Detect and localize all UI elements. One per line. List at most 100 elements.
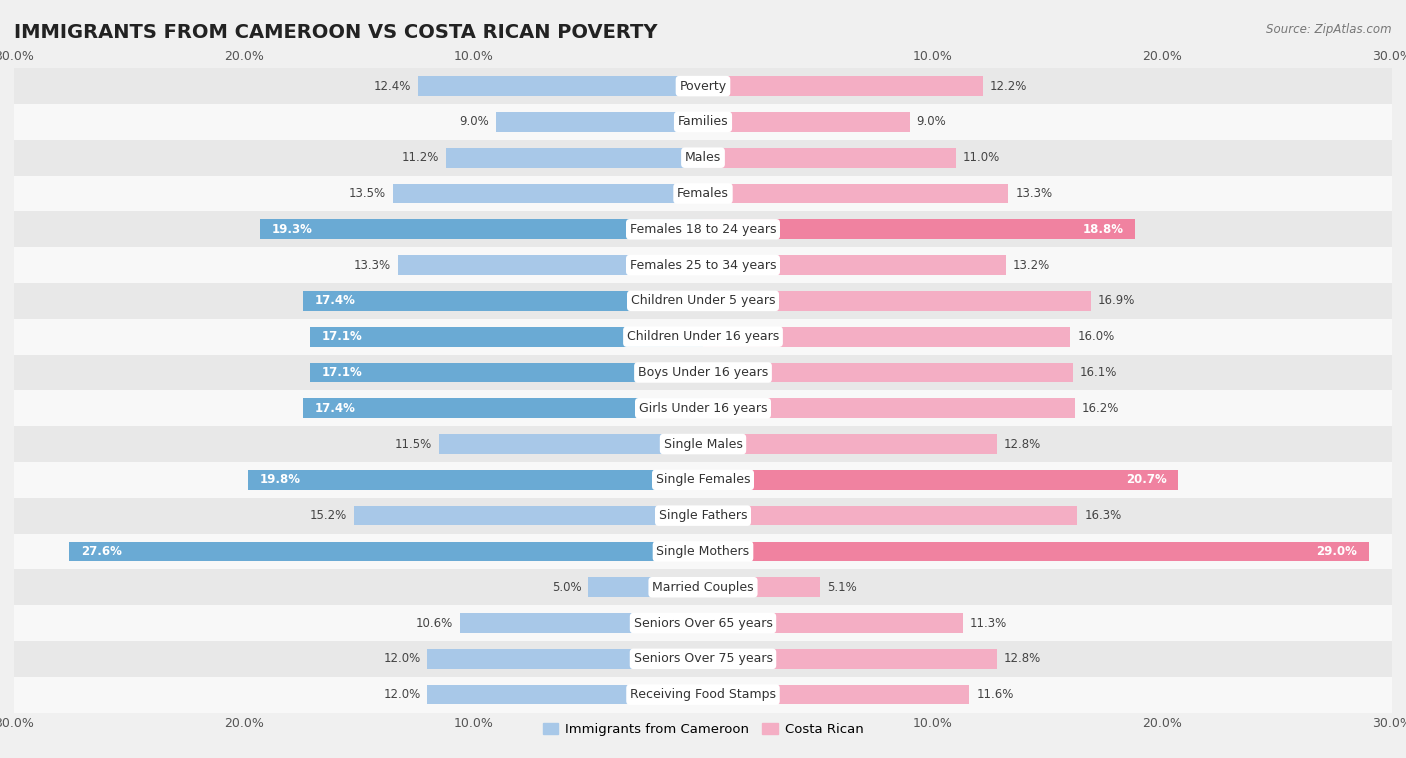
Bar <box>14 319 1392 355</box>
Bar <box>304 399 703 418</box>
Text: 17.1%: 17.1% <box>322 366 363 379</box>
Bar <box>392 183 703 203</box>
Text: 12.0%: 12.0% <box>384 653 420 666</box>
Bar <box>14 139 1392 176</box>
Bar <box>14 390 1392 426</box>
Bar <box>14 211 1392 247</box>
Bar <box>14 534 1392 569</box>
Text: Single Females: Single Females <box>655 473 751 487</box>
Bar <box>439 434 703 454</box>
Bar <box>14 68 1392 104</box>
Text: Receiving Food Stamps: Receiving Food Stamps <box>630 688 776 701</box>
Text: 11.0%: 11.0% <box>963 151 1000 164</box>
Bar <box>703 434 997 454</box>
Bar <box>304 291 703 311</box>
Bar <box>703 649 997 669</box>
Bar <box>703 542 1369 561</box>
Bar <box>588 578 703 597</box>
Text: 12.8%: 12.8% <box>1004 653 1040 666</box>
Text: 12.2%: 12.2% <box>990 80 1028 92</box>
Text: 17.4%: 17.4% <box>315 294 356 308</box>
Text: 5.0%: 5.0% <box>551 581 581 594</box>
Bar <box>14 247 1392 283</box>
Text: Single Fathers: Single Fathers <box>659 509 747 522</box>
Bar <box>311 327 703 346</box>
Text: 15.2%: 15.2% <box>309 509 347 522</box>
Text: 16.3%: 16.3% <box>1084 509 1122 522</box>
Bar <box>14 426 1392 462</box>
Bar <box>703 220 1135 239</box>
Bar <box>703 362 1073 382</box>
Text: Females: Females <box>678 187 728 200</box>
Bar <box>703 77 983 96</box>
Bar <box>14 641 1392 677</box>
Bar <box>703 327 1070 346</box>
Bar <box>311 362 703 382</box>
Text: 11.2%: 11.2% <box>402 151 439 164</box>
Text: 20.7%: 20.7% <box>1126 473 1167 487</box>
Text: Girls Under 16 years: Girls Under 16 years <box>638 402 768 415</box>
Bar <box>703 399 1076 418</box>
Text: Single Males: Single Males <box>664 437 742 450</box>
Text: 13.3%: 13.3% <box>1015 187 1053 200</box>
Text: 12.4%: 12.4% <box>374 80 412 92</box>
Text: 19.3%: 19.3% <box>271 223 312 236</box>
Text: 27.6%: 27.6% <box>80 545 121 558</box>
Text: 9.0%: 9.0% <box>460 115 489 128</box>
Text: Children Under 16 years: Children Under 16 years <box>627 330 779 343</box>
Text: 16.0%: 16.0% <box>1077 330 1115 343</box>
Text: Married Couples: Married Couples <box>652 581 754 594</box>
Bar <box>703 291 1091 311</box>
Text: 11.3%: 11.3% <box>969 616 1007 630</box>
Text: Females 18 to 24 years: Females 18 to 24 years <box>630 223 776 236</box>
Text: 19.8%: 19.8% <box>260 473 301 487</box>
Text: 17.1%: 17.1% <box>322 330 363 343</box>
Text: Males: Males <box>685 151 721 164</box>
Bar <box>496 112 703 132</box>
Bar <box>703 613 963 633</box>
Text: 16.2%: 16.2% <box>1083 402 1119 415</box>
Text: IMMIGRANTS FROM CAMEROON VS COSTA RICAN POVERTY: IMMIGRANTS FROM CAMEROON VS COSTA RICAN … <box>14 23 658 42</box>
Bar <box>703 148 956 168</box>
Text: Children Under 5 years: Children Under 5 years <box>631 294 775 308</box>
Bar <box>703 112 910 132</box>
Bar <box>703 578 820 597</box>
Text: 11.6%: 11.6% <box>976 688 1014 701</box>
Bar <box>260 220 703 239</box>
Text: 13.5%: 13.5% <box>349 187 387 200</box>
Text: Poverty: Poverty <box>679 80 727 92</box>
Text: 17.4%: 17.4% <box>315 402 356 415</box>
Text: Families: Families <box>678 115 728 128</box>
Text: Seniors Over 75 years: Seniors Over 75 years <box>634 653 772 666</box>
Text: Seniors Over 65 years: Seniors Over 65 years <box>634 616 772 630</box>
Bar <box>14 605 1392 641</box>
Bar <box>14 104 1392 139</box>
Text: 18.8%: 18.8% <box>1083 223 1123 236</box>
Bar <box>398 255 703 275</box>
Bar <box>427 649 703 669</box>
Bar <box>14 176 1392 211</box>
Text: Source: ZipAtlas.com: Source: ZipAtlas.com <box>1267 23 1392 36</box>
Bar <box>418 77 703 96</box>
Bar <box>703 183 1008 203</box>
Bar <box>703 470 1178 490</box>
Text: 16.9%: 16.9% <box>1098 294 1136 308</box>
Bar <box>14 569 1392 605</box>
Bar <box>14 462 1392 498</box>
Bar <box>14 283 1392 319</box>
Text: 16.1%: 16.1% <box>1080 366 1116 379</box>
Text: Boys Under 16 years: Boys Under 16 years <box>638 366 768 379</box>
Bar <box>703 255 1007 275</box>
Bar <box>427 684 703 704</box>
Text: Single Mothers: Single Mothers <box>657 545 749 558</box>
Text: 10.6%: 10.6% <box>415 616 453 630</box>
Text: 13.2%: 13.2% <box>1012 258 1050 271</box>
Text: 13.3%: 13.3% <box>353 258 391 271</box>
Bar <box>14 355 1392 390</box>
Text: 12.0%: 12.0% <box>384 688 420 701</box>
Bar <box>14 677 1392 713</box>
Bar <box>446 148 703 168</box>
Bar <box>703 506 1077 525</box>
Text: 11.5%: 11.5% <box>395 437 432 450</box>
Bar <box>14 498 1392 534</box>
